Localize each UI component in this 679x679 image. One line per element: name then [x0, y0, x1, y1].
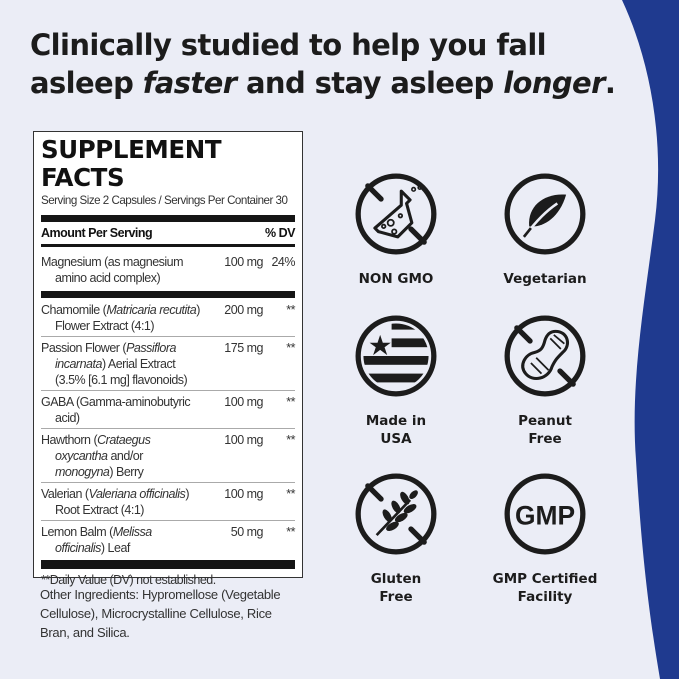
- ingredient-dv: **: [286, 433, 295, 447]
- svg-text:GMP: GMP: [515, 501, 575, 531]
- leaf-icon: [504, 173, 586, 255]
- ingredient-name: GABA (Gamma-aminobutyric acid): [41, 395, 191, 425]
- divider: [41, 291, 295, 298]
- ingredient-amount: 100 mg: [224, 487, 263, 501]
- ingredient-row: Passion Flower (Passiflora incarnata) Ae…: [41, 337, 296, 391]
- headline-line-2: asleep faster and stay asleep longer.: [30, 66, 616, 100]
- ingredient-dv: 24%: [271, 255, 295, 269]
- ingredient-name: Passion Flower (Passiflora incarnata) Ae…: [41, 341, 188, 387]
- other-ingredients: Other Ingredients: Hypromellose (Vegetab…: [40, 587, 281, 640]
- badge-gluten-free: Gluten Free: [321, 470, 471, 606]
- ingredient-name: Hawthorn (Crataegus oxycantha and/or mon…: [41, 433, 151, 479]
- usa-flag-icon: [355, 315, 437, 397]
- divider: [41, 560, 295, 569]
- badge-label: Made in USA: [365, 413, 427, 447]
- facts-title: SUPPLEMENT FACTS: [41, 135, 222, 192]
- headline-line-1: Clinically studied to help you fall: [30, 28, 547, 62]
- ingredient-dv: **: [286, 303, 295, 317]
- divider: [41, 244, 295, 247]
- ingredient-dv: **: [286, 341, 295, 355]
- badge-label: NON GMO: [358, 271, 434, 287]
- ingredient-row: Lemon Balm (Melissa officinalis) Leaf 50 …: [41, 521, 296, 558]
- ingredient-dv: **: [286, 525, 295, 539]
- badge-non-gmo: NON GMO: [321, 170, 471, 288]
- no-peanut-icon: [504, 315, 586, 397]
- ingredient-amount: 100 mg: [224, 255, 263, 269]
- footnote: **Daily Value (DV) not established.: [41, 573, 216, 587]
- ingredient-dv: **: [286, 395, 295, 409]
- ingredient-amount: 200 mg: [224, 303, 263, 317]
- serving-info: Serving Size 2 Capsules / Servings Per C…: [41, 194, 288, 207]
- ingredient-row: GABA (Gamma-aminobutyric acid) 100 mg **: [41, 391, 296, 429]
- ingredient-row: Magnesium (as magnesium amino acid compl…: [41, 251, 296, 288]
- ingredient-row: Valerian (Valeriana officinalis) Root Ex…: [41, 483, 296, 521]
- facts-header: Amount Per Serving% DV: [41, 226, 295, 240]
- ingredient-amount: 100 mg: [224, 395, 263, 409]
- badge-made-in-usa: Made in USA: [321, 312, 471, 448]
- ingredient-row: Hawthorn (Crataegus oxycantha and/or mon…: [41, 429, 296, 483]
- divider: [41, 215, 295, 222]
- ingredient-amount: 50 mg: [230, 525, 264, 539]
- headline: Clinically studied to help you fall asle…: [30, 26, 616, 102]
- ingredient-amount: 175 mg: [224, 341, 263, 355]
- badge-label: Gluten Free: [370, 571, 422, 605]
- ingredient-row: Chamomile (Matricaria recutita) Flower E…: [41, 299, 296, 337]
- ingredient-name: Chamomile (Matricaria recutita) Flower E…: [41, 303, 200, 333]
- badge-label: Vegetarian: [503, 271, 587, 287]
- no-wheat-icon: [355, 473, 437, 555]
- badge-peanut-free: Peanut Free: [470, 312, 620, 448]
- gmp-icon: GMP: [504, 473, 586, 555]
- ingredient-name: Lemon Balm (Melissa officinalis) Leaf: [41, 525, 152, 555]
- ingredient-amount: 100 mg: [224, 433, 263, 447]
- supplement-facts-panel: SUPPLEMENT FACTS Serving Size 2 Capsules…: [33, 131, 303, 587]
- ingredient-dv: **: [286, 487, 295, 501]
- badge-label: Peanut Free: [518, 413, 572, 447]
- badge-vegetarian: Vegetarian: [470, 170, 620, 288]
- ingredient-name: Magnesium (as magnesium amino acid compl…: [41, 255, 184, 285]
- no-flask-icon: [355, 173, 437, 255]
- badge-label: GMP Certified Facility: [492, 571, 598, 605]
- badge-gmp-certified-facility: GMP GMP Certified Facility: [470, 470, 620, 606]
- ingredient-name: Valerian (Valeriana officinalis) Root Ex…: [41, 487, 189, 517]
